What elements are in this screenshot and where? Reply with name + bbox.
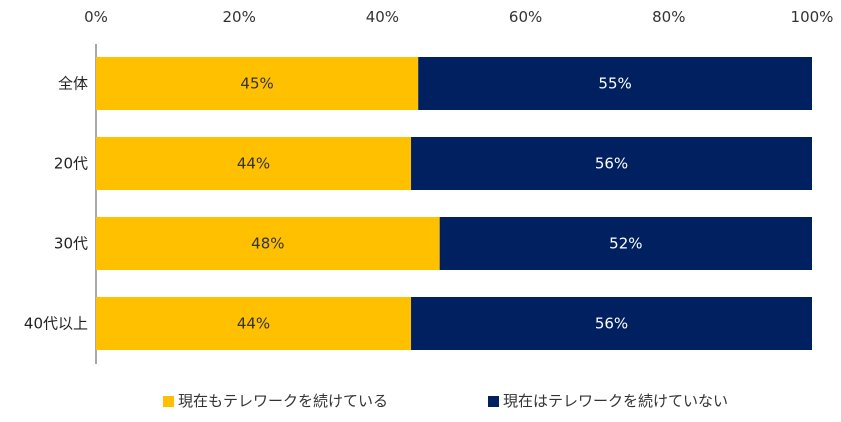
data-label: 52% [609,235,642,253]
legend: 現在もテレワークを続けている 現在はテレワークを続けていない [163,392,728,410]
x-tick-label: 40% [366,8,399,26]
bar-segment [96,297,412,350]
legend-label: 現在もテレワークを続けている [178,392,388,410]
data-label: 44% [237,155,270,173]
data-label: 55% [598,75,631,93]
data-label: 56% [595,155,628,173]
bar-segment [439,217,812,270]
category-labels: 全体 20代 30代 40代以上 [24,75,88,333]
x-tick-label: 60% [509,8,542,26]
legend-swatch [163,396,174,407]
data-label: 44% [237,315,270,333]
legend-label: 現在はテレワークを続けていない [503,392,728,410]
category-label: 40代以上 [24,315,88,333]
bars-group: 45% 55% 44% 56% 48% 52% 44% 56% [96,57,812,350]
bar-segment [96,137,412,190]
bar-segment [418,57,812,110]
bar-segment [411,297,812,350]
category-label: 全体 [58,75,88,93]
x-tick-label: 20% [223,8,256,26]
x-axis-ticks: 0% 20% 40% 60% 80% 100% [84,8,833,26]
data-label: 45% [240,75,273,93]
category-label: 30代 [54,235,88,253]
x-tick-label: 100% [791,8,834,26]
data-label: 48% [251,235,284,253]
legend-swatch [488,396,499,407]
bar-segment [96,57,419,110]
bar-segment [96,217,440,270]
category-label: 20代 [54,155,88,173]
x-tick-label: 0% [84,8,108,26]
bar-segment [411,137,812,190]
x-tick-label: 80% [652,8,685,26]
data-label: 56% [595,315,628,333]
